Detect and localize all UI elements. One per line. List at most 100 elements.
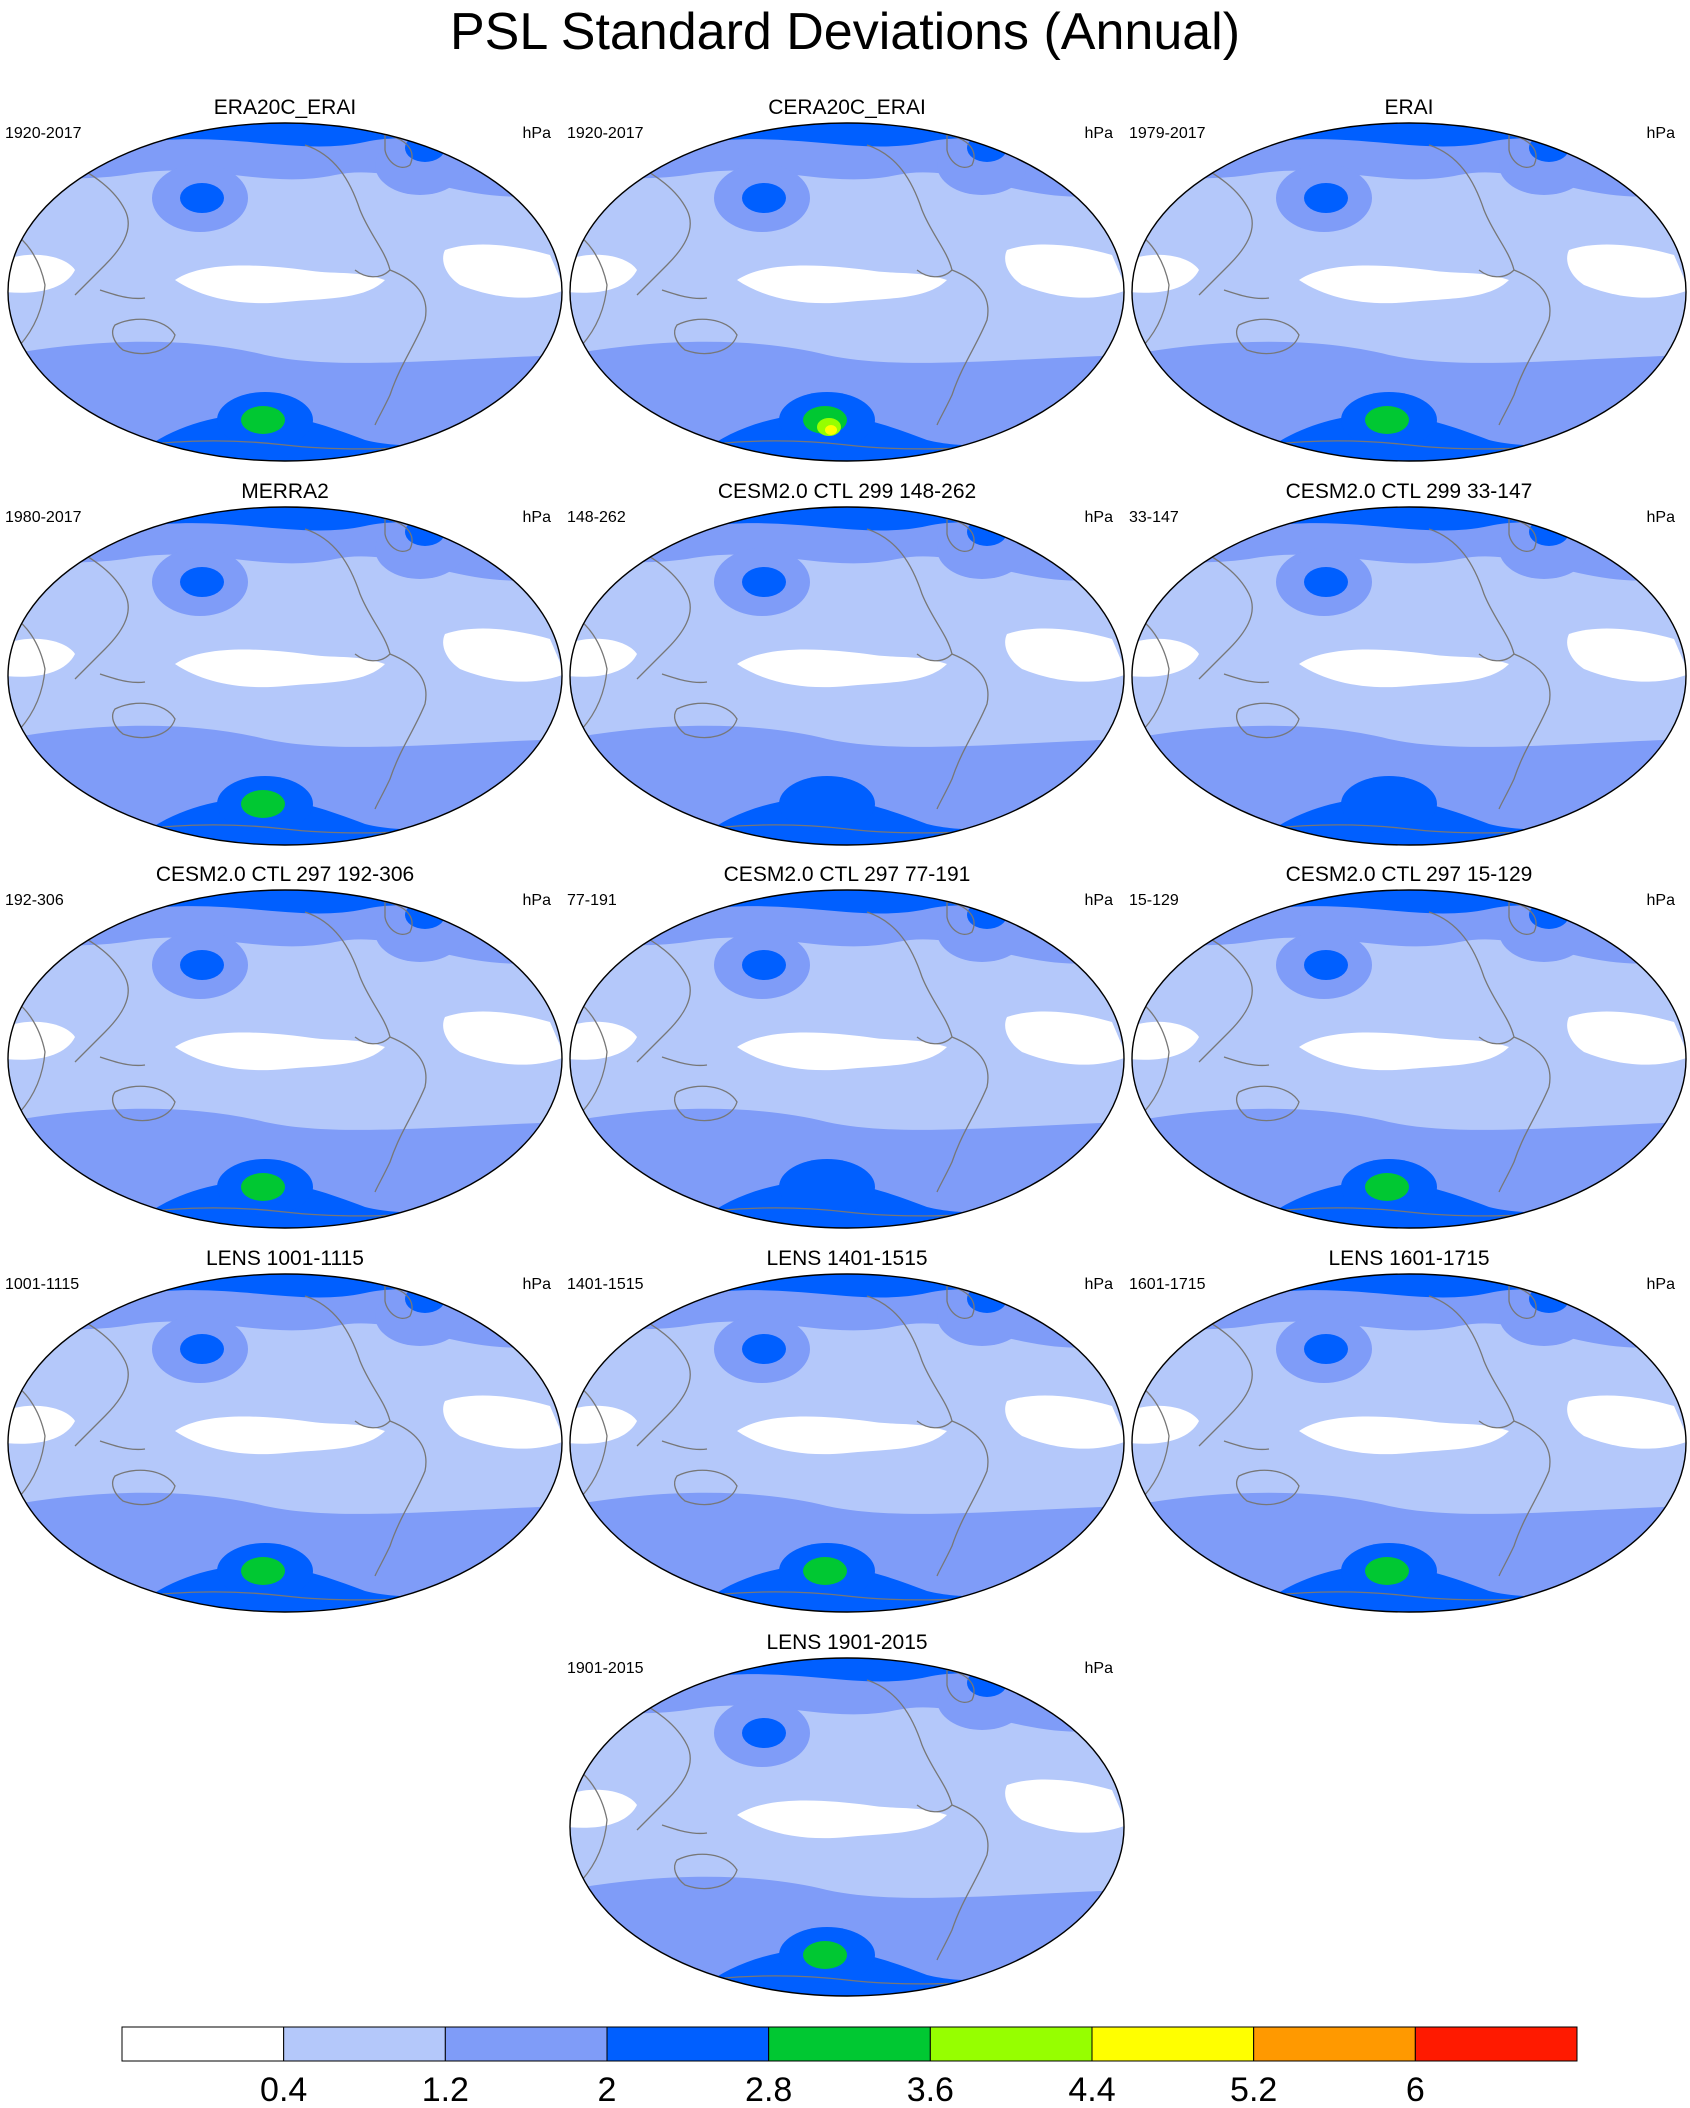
north-pacific-core: [1304, 1334, 1348, 1364]
maritime-continent-coast: [661, 1440, 708, 1451]
north-atlantic-core: [1529, 901, 1569, 929]
colorbar-tick-label: 6: [1406, 2071, 1425, 2105]
map-outline: [569, 889, 1125, 1229]
map-svg: [7, 1273, 563, 1613]
indian-tropical-low: [1132, 1405, 1199, 1444]
panel-units: hPa: [522, 125, 551, 142]
colorbar-tick-label: 3.6: [907, 2071, 954, 2105]
panel-units: hPa: [1646, 892, 1675, 909]
colorbar-box: [1414, 2026, 1578, 2062]
south-america-coast: [936, 1036, 989, 1193]
panel-period: 192-306: [5, 892, 64, 909]
panel-title: CESM2.0 CTL 299 148-262: [717, 480, 977, 503]
tropical-low: [1299, 265, 1509, 304]
map-panel-cesm2-ctl-297-77-191: CESM2.0 CTL 297 77-191 77-191 hPa: [567, 862, 1127, 1232]
australia-coast: [674, 318, 738, 355]
atlantic-tropical-low: [443, 628, 562, 682]
panel-units: hPa: [1084, 892, 1113, 909]
north-atlantic-core: [405, 1285, 445, 1313]
greenland-coast: [946, 1285, 975, 1319]
map-svg: [1131, 889, 1687, 1229]
indian-tropical-low: [570, 638, 637, 677]
amundsen-low: [1341, 776, 1437, 832]
maritime-continent-coast: [99, 1056, 146, 1067]
south-america-coast: [1498, 1420, 1551, 1577]
north-pacific-core: [1304, 183, 1348, 213]
map-panel-cera20c-erai: CERA20C_ERAI 1920-2017 hPa: [567, 95, 1127, 465]
map-field: [8, 123, 562, 461]
asia-coast: [64, 159, 129, 296]
map-outline: [1131, 889, 1687, 1229]
peak-green: [241, 1173, 285, 1201]
peak-yellow: [825, 425, 837, 435]
panel-period: 77-191: [567, 892, 617, 909]
amundsen-low: [779, 776, 875, 832]
map-outline: [1131, 122, 1687, 462]
asia-coast: [1188, 543, 1253, 680]
south-america-coast: [936, 269, 989, 426]
atlantic-tropical-low: [1567, 244, 1686, 298]
map-field: [570, 1274, 1124, 1612]
map-field: [1132, 890, 1686, 1228]
maritime-continent-coast: [1223, 1056, 1270, 1067]
colorbar-tick-label: 5.2: [1230, 2071, 1277, 2105]
panel-title: ERAI: [1384, 96, 1434, 119]
north-america-coast: [866, 1679, 953, 1813]
indian-tropical-low: [570, 1405, 637, 1444]
north-pacific-core: [180, 183, 224, 213]
colorbar-box: [444, 2026, 608, 2062]
map-panel-lens-1901-2015: LENS 1901-2015 1901-2015 hPa: [567, 1630, 1127, 2000]
map-outline: [7, 1273, 563, 1613]
maritime-continent-coast: [1223, 673, 1270, 684]
map-svg: [1131, 1273, 1687, 1613]
maritime-continent-coast: [661, 1824, 708, 1835]
maritime-continent-coast: [99, 673, 146, 684]
north-pacific-core: [1304, 567, 1348, 597]
map-svg: [7, 506, 563, 846]
tropical-low: [175, 1032, 385, 1071]
north-america-coast: [304, 1295, 391, 1429]
page-title: PSL Standard Deviations (Annual): [449, 3, 1241, 61]
panel-period: 1001-1115: [5, 1276, 80, 1293]
asia-coast: [626, 543, 691, 680]
atlantic-tropical-low: [1005, 1011, 1124, 1065]
north-atlantic-core: [967, 1669, 1007, 1697]
maritime-continent-coast: [661, 673, 708, 684]
north-atlantic-core: [405, 134, 445, 162]
panel-title: CESM2.0 CTL 297 192-306: [155, 863, 415, 886]
tropical-low: [737, 649, 947, 688]
greenland-coast: [384, 134, 413, 168]
asia-coast: [64, 1310, 129, 1447]
map-svg: [569, 889, 1125, 1229]
indian-tropical-low: [1132, 1021, 1199, 1060]
map-field: [570, 890, 1124, 1228]
greenland-coast: [1508, 901, 1537, 935]
tropical-low: [737, 1032, 947, 1071]
peak-green: [803, 1557, 847, 1585]
map-outline: [569, 506, 1125, 846]
north-atlantic-core: [967, 1285, 1007, 1313]
maritime-continent-coast: [99, 289, 146, 300]
panel-period: 148-262: [567, 509, 626, 526]
australia-coast: [1236, 1469, 1300, 1506]
indian-tropical-low: [570, 1021, 637, 1060]
tropical-low: [175, 265, 385, 304]
greenland-coast: [1508, 134, 1537, 168]
tropical-low: [737, 1800, 947, 1839]
north-atlantic-core: [1529, 518, 1569, 546]
south-america-coast: [374, 653, 427, 810]
map-panel-lens-1001-1115: LENS 1001-1115 1001-1115 hPa: [5, 1246, 565, 1616]
south-america-coast: [374, 1036, 427, 1193]
australia-coast: [112, 1085, 176, 1122]
colorbar-box: [1253, 2026, 1416, 2062]
panel-period: 1901-2015: [567, 1660, 644, 1677]
indian-tropical-low: [8, 638, 75, 677]
map-field: [570, 123, 1124, 461]
australia-coast: [112, 702, 176, 739]
map-outline: [7, 122, 563, 462]
asia-coast: [1188, 159, 1253, 296]
north-pacific-core: [742, 567, 786, 597]
colorbar-tick-label: 0.4: [260, 2071, 307, 2105]
north-atlantic-core: [967, 518, 1007, 546]
maritime-continent-coast: [1223, 289, 1270, 300]
